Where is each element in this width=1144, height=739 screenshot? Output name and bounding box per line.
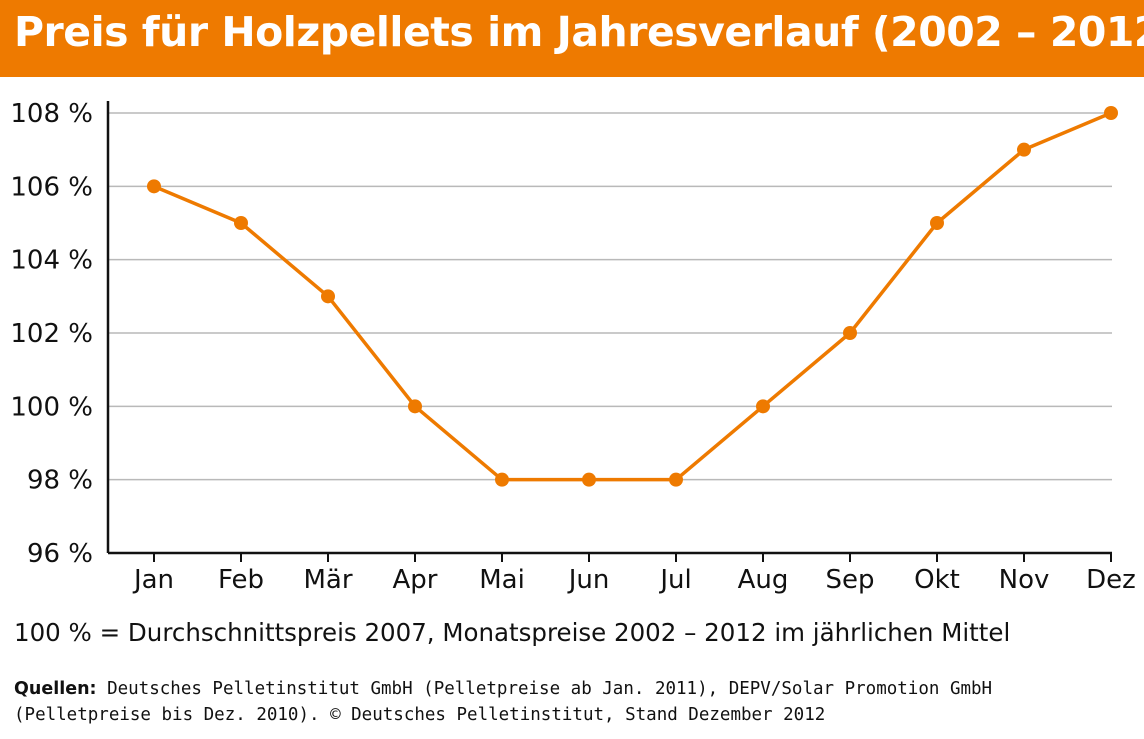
x-tick-label: Mai xyxy=(479,565,525,595)
data-point xyxy=(408,399,422,414)
sources: Quellen: Deutsches Pelletinstitut GmbH (… xyxy=(14,676,1139,728)
x-tick-label: Sep xyxy=(825,565,874,595)
x-tick-label: Okt xyxy=(914,565,960,595)
y-tick-label: 108 % xyxy=(10,99,93,129)
axes xyxy=(106,101,1112,562)
sources-label: Quellen: xyxy=(14,679,97,699)
y-axis-tick-labels: 96 % 98 % 100 % 102 % 104 % 106 % 108 % xyxy=(10,99,93,569)
data-point xyxy=(1017,142,1031,157)
y-tick-label: 100 % xyxy=(10,392,93,422)
x-tick-label: Jan xyxy=(132,565,174,595)
x-tick-label: Aug xyxy=(738,565,789,595)
series-line xyxy=(153,111,1112,482)
data-point xyxy=(147,179,161,194)
data-point xyxy=(756,399,770,414)
data-point xyxy=(321,289,335,304)
title-bar: Preis für Holzpellets im Jahresverlauf (… xyxy=(0,0,1144,77)
x-tick-label: Feb xyxy=(218,565,264,595)
data-point xyxy=(234,216,248,230)
sources-text: Deutsches Pelletinstitut GmbH (Pelletpre… xyxy=(14,679,993,725)
y-tick-label: 104 % xyxy=(10,246,93,276)
x-tick-label: Nov xyxy=(999,565,1050,595)
grid-lines xyxy=(108,112,1112,481)
footnote: 100 % = Durchschnittspreis 2007, Monatsp… xyxy=(14,618,1011,647)
x-tick-label: Jul xyxy=(658,565,691,595)
x-axis-tick-labels: Jan Feb Mär Apr Mai Jun Jul Aug Sep Okt Nov Dez xyxy=(132,565,1136,595)
x-tick-label: Mär xyxy=(303,565,352,595)
series-price xyxy=(147,106,1118,487)
data-point xyxy=(582,472,596,487)
y-tick-label: 102 % xyxy=(10,319,93,349)
x-tick-label: Apr xyxy=(393,565,438,595)
data-point xyxy=(843,326,857,340)
chart-title: Preis für Holzpellets im Jahresverlauf (… xyxy=(14,8,1144,56)
y-tick-label: 106 % xyxy=(10,172,93,202)
line-chart: 96 % 98 % 100 % 102 % 104 % 106 % 108 % Jan Feb… xyxy=(10,99,1136,595)
data-point xyxy=(495,472,509,487)
y-tick-label: 96 % xyxy=(27,539,93,569)
data-point xyxy=(1104,106,1118,120)
x-tick-label: Dez xyxy=(1086,565,1136,595)
data-point xyxy=(669,472,683,487)
y-tick-label: 98 % xyxy=(27,466,93,496)
x-tick-label: Jun xyxy=(567,565,610,595)
data-point xyxy=(930,216,944,230)
